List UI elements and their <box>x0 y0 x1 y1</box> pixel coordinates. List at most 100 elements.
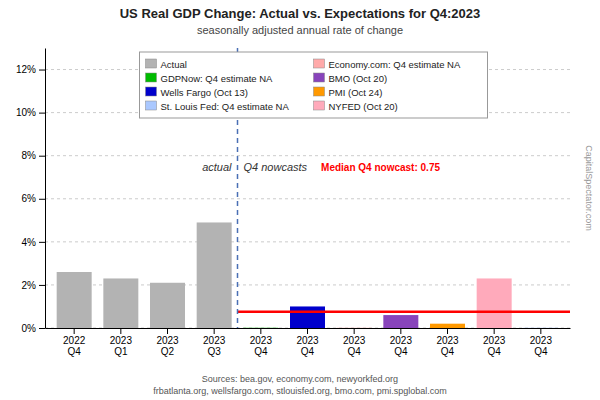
x-tick-label: 2023Q2 <box>156 335 179 357</box>
y-tick-mark <box>39 70 45 71</box>
legend-swatch <box>314 59 325 68</box>
y-tick: 2% <box>22 280 45 291</box>
x-tick-mark <box>120 328 121 334</box>
y-tick: 10% <box>16 107 45 118</box>
x-tick-mark <box>354 328 355 334</box>
x-tick: 2023Q4 <box>530 328 553 357</box>
x-tick-label: 2023Q4 <box>250 335 273 357</box>
legend-label: Wells Fargo (Oct 13) <box>161 87 248 98</box>
legend: Actual Economy.com: Q4 estimate NA GDPNow:… <box>140 52 488 118</box>
x-tick-label: 2023Q4 <box>530 335 553 357</box>
reference-line <box>238 311 571 314</box>
bar <box>243 327 278 328</box>
x-axis: 2022Q4 2023Q1 2023Q2 2023Q3 2023Q4 2023Q4 2023… <box>46 328 571 357</box>
legend-swatch <box>146 87 157 96</box>
y-tick-label: 10% <box>16 107 36 118</box>
bar <box>150 283 185 328</box>
x-tick-label: 2023Q4 <box>343 335 366 357</box>
y-tick-label: 12% <box>16 64 36 75</box>
y-tick: 0% <box>22 323 45 334</box>
bar <box>103 278 138 328</box>
y-tick-label: 0% <box>22 323 37 334</box>
watermark: CapitalSpectator.com <box>584 145 594 231</box>
x-tick: 2023Q4 <box>390 328 413 357</box>
legend-item: Actual <box>146 59 187 70</box>
y-tick-mark <box>39 113 45 114</box>
y-tick: 8% <box>22 150 45 161</box>
x-tick-label: 2023Q1 <box>110 335 133 357</box>
x-tick: 2023Q4 <box>436 328 459 357</box>
title: US Real GDP Change: Actual vs. Expectati… <box>120 6 481 21</box>
legend-swatch <box>314 101 325 110</box>
y-tick: 4% <box>22 237 45 248</box>
x-tick-label: 2023Q4 <box>483 335 506 357</box>
y-axis-line <box>45 49 46 329</box>
source: frbatlanta.org, wellsfargo.com, stlouisf… <box>153 386 447 396</box>
legend-item: St. Louis Fed: Q4 estimate NA <box>146 101 290 112</box>
plot: 0% 2% 4% 6% 8% 10% 12% 2022Q4 2023Q1 2023Q2 2023Q3… <box>16 48 571 357</box>
subtitle: seasonally adjusted annual rate of chang… <box>197 24 403 36</box>
legend-item: BMO (Oct 20) <box>314 73 388 84</box>
x-tick-mark <box>540 328 541 334</box>
annotation: actual <box>202 161 232 173</box>
y-tick-label: 4% <box>22 237 37 248</box>
x-tick-mark <box>400 328 401 334</box>
x-tick: 2023Q1 <box>110 328 133 357</box>
legend-item: Wells Fargo (Oct 13) <box>146 87 248 98</box>
x-tick: 2022Q4 <box>63 328 86 357</box>
y-tick-mark <box>39 199 45 200</box>
x-tick-mark <box>494 328 495 334</box>
y-tick-mark <box>39 285 45 286</box>
x-tick: 2023Q3 <box>203 328 226 357</box>
bar <box>57 272 92 328</box>
x-tick-label: 2023Q4 <box>390 335 413 357</box>
reference-label: Median Q4 nowcast: 0.75 <box>321 162 440 173</box>
annotation: Q4 nowcasts <box>244 161 308 173</box>
bar <box>383 315 418 328</box>
legend-item: GDPNow: Q4 estimate NA <box>146 73 274 84</box>
legend-label: BMO (Oct 20) <box>329 73 388 84</box>
bars <box>57 222 570 328</box>
y-tick-mark <box>39 328 45 329</box>
grid-line <box>45 198 570 199</box>
x-tick-mark <box>167 328 168 334</box>
bar <box>477 278 512 328</box>
legend-swatch <box>314 87 325 96</box>
x-tick-mark <box>214 328 215 334</box>
bar <box>430 324 465 328</box>
legend-label: Actual <box>161 59 187 70</box>
x-tick: 2023Q4 <box>483 328 506 357</box>
legend-swatch <box>146 59 157 68</box>
y-tick-mark <box>39 242 45 243</box>
x-tick-mark <box>74 328 75 334</box>
x-tick-mark <box>260 328 261 334</box>
x-tick-label: 2023Q3 <box>203 335 226 357</box>
x-tick: 2023Q4 <box>296 328 319 357</box>
chart: US Real GDP Change: Actual vs. Expectati… <box>0 0 600 400</box>
bar <box>197 222 232 328</box>
legend-label: GDPNow: Q4 estimate NA <box>161 73 274 84</box>
y-axis: 0% 2% 4% 6% 8% 10% 12% <box>16 49 46 334</box>
legend-swatch <box>146 101 157 110</box>
source: Sources: bea.gov, economy.com, newyorkfe… <box>202 374 398 384</box>
x-tick: 2023Q2 <box>156 328 179 357</box>
legend-item: Economy.com: Q4 estimate NA <box>314 59 461 70</box>
y-tick: 6% <box>22 193 45 204</box>
y-tick-label: 2% <box>22 280 37 291</box>
y-tick-label: 8% <box>22 150 37 161</box>
x-tick: 2023Q4 <box>250 328 273 357</box>
x-tick-mark <box>307 328 308 334</box>
legend-item: NYFED (Oct 20) <box>314 101 398 112</box>
legend-label: PMI (Oct 24) <box>329 87 383 98</box>
grid-line <box>45 241 570 242</box>
x-tick-mark <box>447 328 448 334</box>
bar <box>290 306 325 328</box>
bar <box>523 327 558 328</box>
legend-box <box>140 52 488 118</box>
y-tick-label: 6% <box>22 193 37 204</box>
x-tick: 2023Q4 <box>343 328 366 357</box>
grid-line <box>45 155 570 156</box>
legend-swatch <box>314 73 325 82</box>
y-tick-mark <box>39 156 45 157</box>
y-tick: 12% <box>16 64 45 75</box>
